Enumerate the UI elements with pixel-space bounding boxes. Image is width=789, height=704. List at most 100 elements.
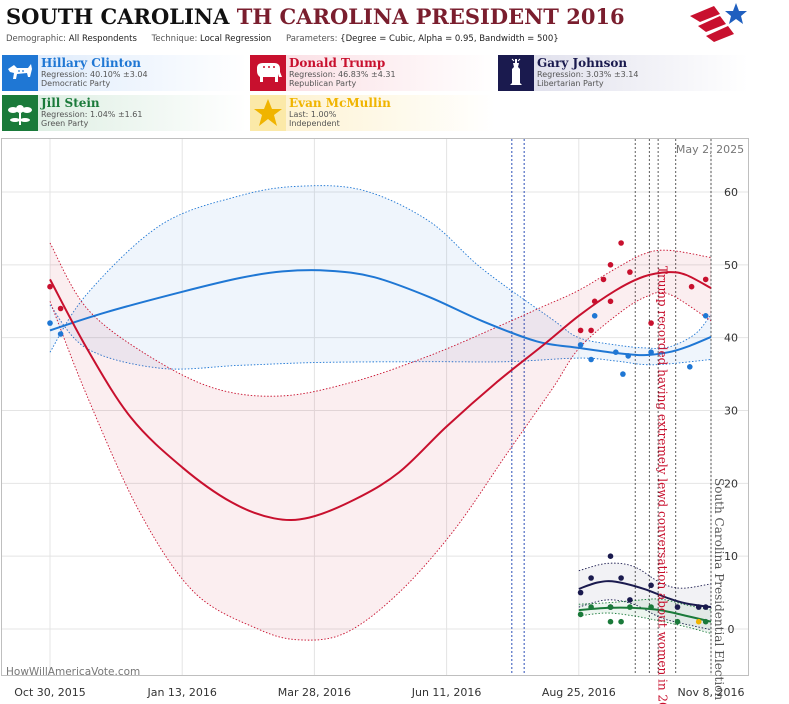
donald-trump-poll-point	[702, 276, 709, 283]
candidate-party: Independent	[289, 119, 340, 128]
candidate-name: Jill Stein	[41, 96, 100, 110]
hillary-clinton-poll-point	[702, 313, 709, 319]
candidate-card-clinton: Hillary Clinton Regression: 40.10% ±3.04…	[2, 55, 247, 91]
y-tick-label: 0	[728, 623, 735, 636]
site-logo-icon	[690, 3, 747, 42]
date-label: May 2, 2025	[676, 143, 744, 156]
y-tick-label: 10	[724, 550, 738, 563]
candidate-party: Green Party	[41, 119, 89, 128]
x-tick-label: Aug 25, 2016	[542, 686, 616, 699]
gary-johnson-upper-bound	[578, 562, 712, 589]
demographic-value: All Respondents	[68, 34, 137, 44]
x-tick-label: Mar 28, 2016	[278, 686, 351, 699]
gary-johnson-poll-point	[674, 604, 681, 610]
hillary-clinton-regression-line	[49, 269, 712, 357]
gary-johnson-poll-point	[607, 553, 614, 559]
y-tick-label: 60	[724, 186, 738, 199]
donald-trump-poll-point	[588, 327, 594, 334]
parameters-line: Demographic: All Respondents Technique: …	[6, 34, 559, 44]
donald-trump-poll-point	[607, 298, 614, 305]
donald-trump-poll-point	[618, 240, 624, 246]
jill-stein-poll-point	[577, 611, 584, 618]
watermark: HowWillAmericaVote.com	[6, 666, 140, 678]
hillary-clinton-poll-point	[591, 313, 598, 319]
hillary-clinton-poll-point	[625, 353, 631, 359]
gary-johnson-poll-point	[702, 604, 709, 610]
gary-johnson-poll-point	[577, 589, 584, 596]
candidate-stat: Regression: 46.83% ±4.31	[289, 70, 396, 79]
donald-trump-poll-point	[688, 283, 695, 290]
hillary-clinton-upper-bound	[49, 185, 712, 353]
candidate-name: Hillary Clinton	[41, 56, 141, 70]
candidate-card-stein: Jill Stein Regression: 1.04% ±1.61 Green…	[2, 95, 247, 131]
jill-stein-regression-line	[578, 606, 712, 623]
gary-johnson-poll-point	[588, 575, 594, 581]
candidate-stat: Regression: 3.03% ±3.14	[537, 70, 639, 79]
regression-chart: 0 10 20 30 40 50 60 Oct 30, 2015 Jan 13, 2016 Mar…	[0, 138, 789, 704]
hillary-clinton-poll-point	[47, 320, 53, 326]
candidate-stat: Regression: 40.10% ±3.04	[41, 70, 148, 79]
technique-label: Technique:	[151, 34, 198, 44]
page-title: SOUTH CAROLINA TH CAROLINA PRESIDENT 201…	[6, 4, 625, 29]
x-tick-label: Nov 8, 2016	[678, 686, 745, 699]
jill-stein-poll-point	[607, 604, 614, 610]
jill-stein-poll-point	[607, 618, 614, 625]
hillary-clinton-poll-point	[613, 349, 619, 355]
hillary-clinton-poll-point	[648, 349, 654, 355]
donald-trump-regression-line	[49, 271, 712, 522]
hillary-clinton-poll-point	[620, 371, 626, 377]
jill-stein-poll-point	[588, 604, 594, 610]
jill-stein-poll-point	[618, 618, 624, 625]
x-tick-label: Jan 13, 2016	[146, 686, 216, 699]
title-state: SOUTH CAROLINA	[6, 4, 230, 29]
jill-stein-poll-point	[648, 604, 654, 610]
title-rest: TH CAROLINA PRESIDENT 2016	[236, 4, 625, 29]
jill-stein-poll-point	[702, 618, 709, 625]
donald-trump-lower-bound	[49, 291, 712, 641]
candidate-name: Donald Trump	[289, 56, 386, 70]
donald-trump-poll-point	[47, 283, 53, 290]
donald-trump-poll-point	[600, 276, 607, 283]
donald-trump-upper-bound	[49, 242, 712, 397]
hillary-clinton-poll-point	[687, 364, 693, 370]
candidate-card-johnson: Gary Johnson Regression: 3.03% ±3.14 Lib…	[498, 55, 748, 91]
donkey-icon	[2, 55, 38, 91]
header: SOUTH CAROLINA TH CAROLINA PRESIDENT 201…	[0, 0, 789, 50]
candidate-stat: Regression: 1.04% ±1.61	[41, 110, 143, 119]
donald-trump-poll-point	[627, 269, 633, 275]
candidate-party: Republican Party	[289, 79, 357, 88]
candidate-card-trump: Donald Trump Regression: 46.83% ±4.31 Re…	[250, 55, 495, 91]
technique-value: Local Regression	[200, 34, 272, 44]
flower-icon	[2, 95, 38, 131]
candidate-stat: Last: 1.00%	[289, 110, 337, 119]
donald-trump-poll-point	[648, 320, 654, 326]
parameters-label: Parameters:	[285, 34, 338, 44]
y-tick-label: 40	[724, 332, 738, 345]
gary-johnson-poll-point	[627, 597, 633, 603]
candidate-party: Democratic Party	[41, 79, 111, 88]
gary-johnson-lower-bound	[578, 599, 712, 631]
y-tick-label: 50	[724, 259, 738, 272]
gary-johnson-poll-point	[618, 575, 624, 581]
jill-stein-poll-point	[674, 618, 681, 625]
donald-trump-poll-point	[607, 262, 614, 268]
donald-trump-poll-point	[577, 327, 584, 334]
gary-johnson-regression-line	[578, 580, 712, 609]
elephant-icon	[250, 55, 286, 91]
evan-mcmullin-poll-point	[695, 618, 702, 625]
chart-svg: 0 10 20 30 40 50 60 Oct 30, 2015 Jan 13, 2016 Mar…	[1, 138, 749, 704]
candidate-name: Gary Johnson	[537, 56, 628, 70]
annotation-election-day: South Carolina Presidential Election	[712, 478, 726, 700]
donald-trump-poll-point	[57, 305, 64, 312]
demographic-label: Demographic:	[6, 34, 67, 44]
plot-frame	[1, 138, 749, 676]
candidate-card-mcmullin: Evan McMullin Last: 1.00% Independent	[250, 95, 495, 131]
x-tick-label: Oct 30, 2015	[14, 686, 86, 699]
gary-johnson-poll-point	[648, 582, 654, 589]
hillary-clinton-poll-point	[57, 331, 64, 337]
candidate-party: Libertarian Party	[537, 79, 604, 88]
star-icon	[250, 95, 286, 131]
x-tick-label: Jun 11, 2016	[411, 686, 482, 699]
hillary-clinton-poll-point	[577, 342, 584, 348]
hillary-clinton-poll-point	[588, 356, 594, 363]
